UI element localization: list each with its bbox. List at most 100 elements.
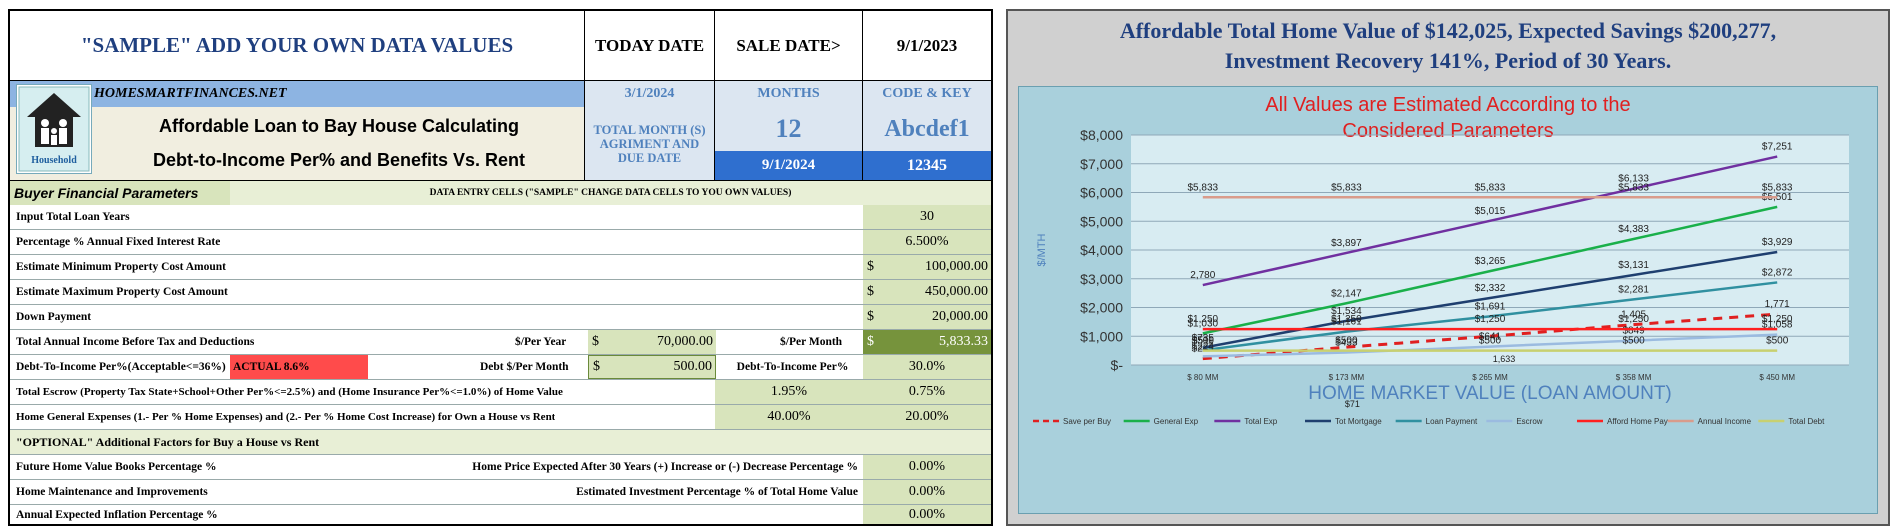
- down-payment-label: Down Payment: [16, 311, 92, 323]
- y-axis-label: $/MTH: [1036, 233, 1048, 266]
- site-link[interactable]: HOMESMARTFINANCES.NET: [94, 86, 287, 101]
- min-cost-input[interactable]: $100,000.00: [863, 255, 991, 279]
- data-label: $500: [1192, 336, 1215, 347]
- data-label: $3,929: [1762, 237, 1793, 248]
- y-tick-label: $8,000: [1080, 127, 1123, 143]
- data-label: $5,501: [1762, 192, 1793, 203]
- data-label: $1,161: [1331, 317, 1362, 328]
- data-label: 2,780: [1190, 270, 1215, 281]
- y-tick-label: $5,000: [1080, 213, 1123, 229]
- maintenance-label: Home Maintenance and Improvements: [16, 486, 208, 498]
- home-cost-increase-input[interactable]: 20.00%: [863, 405, 991, 429]
- data-label: $433: [1335, 338, 1358, 349]
- max-cost-input[interactable]: $450,000.00: [863, 280, 991, 304]
- summary-line-2: Investment Recovery 141%, Period of 30 Y…: [1224, 48, 1672, 73]
- due-date-value[interactable]: 9/1/2024: [715, 151, 863, 181]
- divider: [584, 81, 585, 181]
- home-expenses-input[interactable]: 40.00%: [715, 405, 863, 429]
- dti-result-label: Debt-To-Income Per%: [736, 361, 849, 373]
- data-label: $6,133: [1618, 174, 1649, 185]
- per-month-label: $/Per Month: [780, 336, 843, 348]
- x-tick-label: $ 173 MM: [1329, 373, 1365, 382]
- legend-label: Save per Buy: [1063, 417, 1111, 426]
- legend-label: Annual Income: [1698, 417, 1752, 426]
- data-label: $1,250: [1618, 314, 1649, 325]
- row-inflation: Annual Expected Inflation Percentage % 0…: [10, 505, 991, 530]
- data-label: $7,251: [1762, 142, 1793, 153]
- data-label: $5,833: [1475, 182, 1506, 193]
- site-bar: [10, 81, 585, 107]
- down-payment-value: 20,000.00: [932, 309, 988, 324]
- house-family-icon: [18, 86, 90, 172]
- max-cost-label: Estimate Maximum Property Cost Amount: [16, 286, 228, 298]
- data-label: 1,405: [1621, 310, 1646, 321]
- x-tick-label: $ 358 MM: [1616, 373, 1652, 382]
- row-max-cost: Estimate Maximum Property Cost Amount $4…: [10, 280, 991, 305]
- data-label: $849: [1622, 326, 1645, 337]
- sale-date-value[interactable]: 9/1/2023: [863, 11, 991, 81]
- today-date-value[interactable]: 3/1/2024: [585, 81, 715, 107]
- y-tick-label: $-: [1111, 357, 1124, 373]
- data-label: $2,332: [1475, 283, 1506, 294]
- data-label: $3,265: [1475, 256, 1506, 267]
- loan-years-input[interactable]: 30: [863, 205, 991, 229]
- calc-title-2: Debt-to-Income Per% and Benefits Vs. Ren…: [152, 149, 526, 170]
- y-tick-label: $3,000: [1080, 271, 1123, 287]
- data-label: $1,058: [1762, 320, 1793, 331]
- data-label: $1,030: [1188, 318, 1219, 329]
- legend-label: Afford Home Pay: [1607, 417, 1668, 426]
- chart-area: All Values are Estimated According to th…: [1018, 86, 1878, 514]
- currency-symbol: $: [593, 359, 600, 374]
- y-tick-label: $6,000: [1080, 185, 1123, 201]
- annual-income-input[interactable]: $70,000.00: [588, 330, 716, 354]
- data-label: $1,250: [1475, 314, 1506, 325]
- data-label: $1,250: [1188, 314, 1219, 325]
- logo-text: Household: [31, 154, 77, 166]
- data-label: 1,771: [1765, 299, 1790, 310]
- optional-section-header: "OPTIONAL" Additional Factors for Buy a …: [10, 430, 991, 455]
- brand-block: Household HOMESMARTFINANCES.NET Affordab…: [10, 81, 585, 181]
- future-value-label: Future Home Value Books Percentage %: [16, 461, 217, 473]
- min-cost-value: 100,000.00: [925, 259, 988, 274]
- legend-label: Escrow: [1516, 417, 1542, 426]
- y-tick-label: $2,000: [1080, 300, 1123, 316]
- currency-symbol: $: [867, 334, 874, 349]
- down-payment-input[interactable]: $20,000.00: [863, 305, 991, 329]
- data-label: $224: [1192, 341, 1215, 352]
- today-date-label: TODAY DATE: [585, 11, 715, 81]
- series-line-loan-payment: [1202, 281, 1778, 352]
- x-tick-label: $ 265 MM: [1472, 373, 1508, 382]
- data-label: $2,281: [1618, 284, 1649, 295]
- currency-symbol: $: [867, 259, 874, 274]
- data-label: $1,691: [1475, 301, 1506, 312]
- months-value[interactable]: 12: [715, 107, 863, 151]
- future-value-input[interactable]: 0.00%: [863, 455, 991, 479]
- debt-per-month-label: Debt $/Per Month: [480, 361, 569, 373]
- row-maintenance: Home Maintenance and Improvements Estima…: [10, 480, 991, 505]
- series-line-escrow: [1202, 333, 1778, 358]
- max-cost-value: 450,000.00: [925, 284, 988, 299]
- row-escrow: Total Escrow (Property Tax State+School+…: [10, 380, 991, 405]
- currency-symbol: $: [592, 334, 599, 349]
- data-label: $1,250: [1762, 314, 1793, 325]
- property-tax-input[interactable]: 1.95%: [715, 380, 863, 404]
- y-tick-label: $1,000: [1080, 328, 1123, 344]
- months-label: MONTHS: [715, 81, 863, 107]
- calculator-panel: "SAMPLE" ADD YOUR OWN DATA VALUES TODAY …: [8, 9, 993, 526]
- row-min-cost: Estimate Minimum Property Cost Amount $1…: [10, 255, 991, 280]
- data-label: $5,015: [1475, 206, 1506, 217]
- debt-per-month-input[interactable]: $500.00: [588, 355, 716, 379]
- code-value[interactable]: Abcdef1: [863, 107, 991, 151]
- row-interest: Percentage % Annual Fixed Interest Rate …: [10, 230, 991, 255]
- interest-input[interactable]: 6.500%: [863, 230, 991, 254]
- currency-symbol: $: [867, 284, 874, 299]
- maintenance-input[interactable]: 0.00%: [863, 480, 991, 504]
- min-cost-label: Estimate Minimum Property Cost Amount: [16, 261, 226, 273]
- home-insurance-input[interactable]: 0.75%: [863, 380, 991, 404]
- monthly-income-value: $5,833.33: [863, 330, 991, 354]
- data-label: $4,383: [1618, 224, 1649, 235]
- inflation-input[interactable]: 0.00%: [863, 505, 991, 524]
- key-value[interactable]: 12345: [863, 151, 991, 181]
- data-label: $2,872: [1762, 267, 1793, 278]
- summary-line-1: Affordable Total Home Value of $142,025,…: [1119, 18, 1777, 43]
